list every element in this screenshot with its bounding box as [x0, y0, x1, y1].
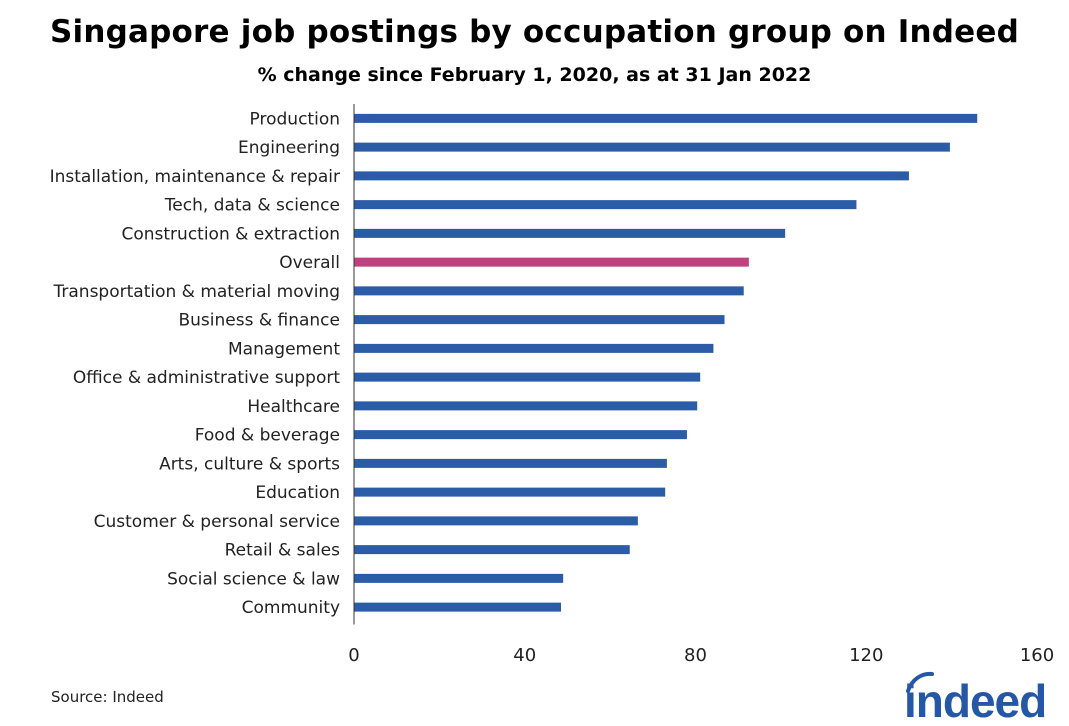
bar: [354, 200, 857, 210]
category-label: Overall: [279, 253, 340, 273]
category-label: Healthcare: [247, 397, 340, 417]
category-label: Transportation & material moving: [53, 282, 341, 302]
x-tick-label: 80: [684, 645, 707, 666]
bar: [354, 113, 978, 123]
category-label: Arts, culture & sports: [159, 454, 340, 474]
category-label: Food & beverage: [195, 426, 340, 446]
category-label: Office & administrative support: [73, 368, 341, 388]
category-label: Customer & personal service: [94, 512, 340, 532]
category-label: Management: [228, 339, 340, 359]
bar: [354, 430, 687, 440]
category-label: Retail & sales: [225, 541, 341, 561]
bar: [354, 315, 725, 325]
bar: [354, 372, 701, 382]
bar: [354, 401, 698, 411]
bar: [354, 458, 667, 468]
bar: [354, 573, 564, 583]
category-label: Engineering: [238, 138, 340, 158]
bar: [354, 171, 909, 181]
x-tick-label: 0: [348, 645, 359, 666]
x-tick-label: 40: [513, 645, 536, 666]
category-label: Community: [242, 598, 340, 618]
category-label: Installation, maintenance & repair: [50, 167, 340, 187]
category-label: Social science & law: [167, 569, 340, 589]
category-label: Production: [250, 109, 340, 129]
bar: [354, 228, 786, 238]
svg-text:indeed: indeed: [904, 675, 1046, 725]
bar: [354, 602, 562, 612]
bar: [354, 142, 950, 152]
chart-subtitle: % change since February 1, 2020, as at 3…: [257, 64, 812, 86]
category-label: Tech, data & science: [164, 196, 340, 216]
source-note: Source: Indeed: [51, 688, 164, 706]
category-label: Business & finance: [178, 311, 340, 331]
bar: [354, 343, 714, 353]
category-label: Construction & extraction: [121, 224, 340, 244]
indeed-logo: indeed: [904, 671, 1047, 725]
category-label: Education: [255, 483, 340, 503]
chart-title: Singapore job postings by occupation gro…: [50, 14, 1019, 50]
bar: [354, 545, 630, 555]
bar: [354, 286, 744, 296]
bar: [354, 516, 638, 526]
x-tick-label: 160: [1020, 645, 1054, 666]
bar: [354, 487, 666, 497]
x-tick-label: 120: [849, 645, 883, 666]
bar: [354, 257, 749, 267]
